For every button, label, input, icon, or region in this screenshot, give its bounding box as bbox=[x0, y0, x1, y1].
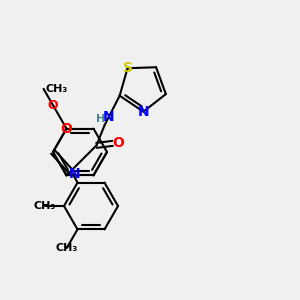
Text: N: N bbox=[69, 167, 81, 181]
Text: O: O bbox=[61, 122, 72, 136]
Text: O: O bbox=[112, 136, 124, 150]
Text: N: N bbox=[103, 110, 114, 124]
Text: CH₃: CH₃ bbox=[34, 201, 56, 211]
Text: H: H bbox=[96, 114, 105, 124]
Text: O: O bbox=[48, 99, 58, 112]
Text: CH₃: CH₃ bbox=[56, 243, 78, 253]
Text: CH₃: CH₃ bbox=[46, 84, 68, 94]
Text: N: N bbox=[137, 105, 149, 119]
Text: S: S bbox=[122, 61, 133, 75]
